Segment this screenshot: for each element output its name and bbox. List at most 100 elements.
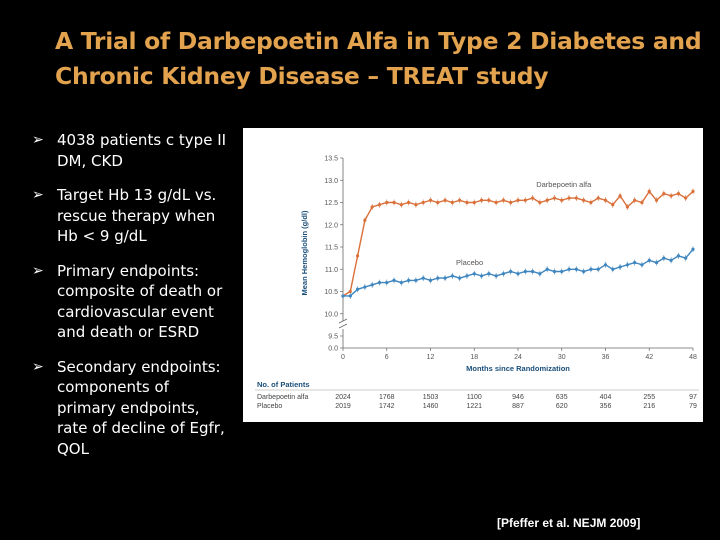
arrow-bullet-icon: ➢ (32, 358, 44, 375)
placebo-point (363, 285, 367, 289)
placebo-point (392, 278, 396, 282)
darbepoetin-point (618, 194, 622, 198)
placebo-point (436, 276, 440, 280)
placebo-point (370, 283, 374, 287)
darbepoetin-point (377, 203, 382, 207)
placebo-point (618, 265, 622, 269)
placebo-point (399, 281, 403, 285)
darbepoetin-point (647, 189, 651, 193)
bullet-list: ➢ 4038 patients c type II DM, CKD ➢ Targ… (32, 130, 232, 473)
slide-title: A Trial of Darbepoetin Alfa in Type 2 Di… (55, 27, 702, 90)
placebo-point (479, 274, 484, 278)
darbepoetin-point (625, 205, 629, 209)
darbepoetin-point (436, 200, 440, 205)
darbepoetin-point (428, 198, 433, 202)
patients-row-label: Darbepoetin alfa (257, 394, 308, 401)
patients-count: 216 (643, 403, 655, 410)
placebo-point (603, 263, 608, 267)
patients-count: 97 (689, 394, 697, 401)
patients-count: 2019 (335, 403, 351, 410)
placebo-point (458, 276, 462, 280)
bullet-text: 4038 patients c type II DM, CKD (57, 131, 227, 170)
placebo-point (509, 269, 513, 274)
patients-count: 1742 (379, 403, 395, 410)
placebo-point (611, 267, 615, 271)
x-tick-label: 24 (514, 354, 522, 361)
darbepoetin-point (363, 218, 367, 222)
darbepoetin-point (589, 200, 593, 205)
placebo-point (487, 272, 491, 276)
placebo-point (676, 254, 681, 258)
darbepoetin-point (567, 196, 571, 200)
y-tick-label: 12.0 (324, 222, 338, 229)
arrow-bullet-icon: ➢ (32, 262, 44, 279)
placebo-point (355, 287, 360, 291)
bullet-text: Primary endpoints: composite of death or… (57, 261, 223, 342)
placebo-point (523, 269, 527, 274)
darbepoetin-point (348, 289, 352, 294)
placebo-point (647, 258, 651, 262)
x-tick-label: 48 (689, 354, 697, 361)
darbepoetin-point (684, 196, 688, 200)
darbepoetin-point (487, 198, 491, 202)
patients-count: 255 (643, 394, 655, 401)
placebo-point (421, 276, 425, 280)
bullet-item-primary-endpoints: ➢ Primary endpoints: composite of death … (32, 261, 232, 343)
y-tick-label: 11.0 (325, 267, 338, 274)
placebo-point (341, 294, 345, 298)
patients-count: 887 (512, 403, 524, 410)
patients-count: 79 (689, 403, 697, 410)
darbepoetin-point (560, 198, 564, 202)
patients-table-header: No. of Patients (257, 380, 310, 389)
darbepoetin-point (516, 198, 520, 202)
darbepoetin-point (669, 194, 673, 198)
placebo-point (691, 247, 695, 251)
placebo-point (654, 260, 659, 265)
x-tick-label: 12 (427, 354, 435, 361)
patients-count: 946 (512, 394, 524, 401)
placebo-point (589, 267, 593, 271)
darbepoetin-point (421, 200, 425, 205)
patients-count: 356 (600, 403, 612, 410)
placebo-point (407, 278, 411, 282)
darbepoetin-point (530, 196, 535, 200)
darbepoetin-point (355, 254, 360, 258)
darbepoetin-point (611, 203, 615, 207)
darbepoetin-point (370, 205, 374, 209)
placebo-point (516, 272, 520, 276)
darbepoetin-point (399, 203, 403, 207)
bullet-item-patients: ➢ 4038 patients c type II DM, CKD (32, 130, 232, 171)
placebo-point (552, 269, 557, 274)
y-tick-label: 10.0 (324, 311, 338, 318)
arrow-bullet-icon: ➢ (32, 187, 44, 203)
patients-count: 1221 (466, 403, 482, 410)
darbepoetin-point (407, 200, 411, 205)
placebo-point (465, 274, 469, 278)
placebo-point (348, 294, 352, 298)
y-axis-title: Mean Hemoglobin (g/dl) (300, 210, 309, 295)
darbepoetin-point (633, 198, 637, 202)
placebo-point (684, 256, 688, 260)
placebo-point (574, 267, 578, 271)
bullet-text: Target Hb 13 g/dL vs. rescue therapy whe… (57, 186, 217, 245)
x-axis-title: Months since Randomization (466, 364, 570, 373)
darbepoetin-point (596, 196, 600, 200)
y-tick-label: 12.5 (324, 200, 338, 207)
placebo-point (428, 278, 433, 282)
placebo-label: Placebo (456, 258, 483, 267)
x-tick-label: 18 (470, 354, 478, 361)
placebo-point (545, 267, 549, 271)
y-tick-label: 0.0 (328, 346, 338, 353)
x-tick-label: 36 (602, 354, 610, 361)
placebo-point (443, 276, 447, 280)
placebo-point (414, 278, 418, 282)
darbepoetin-point (582, 198, 586, 202)
placebo-point (385, 281, 389, 285)
darbepoetin-point (552, 196, 557, 200)
darbepoetin-point (472, 200, 476, 205)
darbepoetin-point (385, 200, 389, 205)
placebo-point (625, 263, 629, 267)
placebo-point (377, 281, 382, 285)
bullet-item-secondary-endpoints: ➢ Secondary endpoints: components of pri… (32, 357, 232, 460)
hemoglobin-chart: 0.0 9.5 10.0 10.5 11.0 11.5 12.0 12.5 13.0 13.5 0 6… (255, 156, 699, 410)
